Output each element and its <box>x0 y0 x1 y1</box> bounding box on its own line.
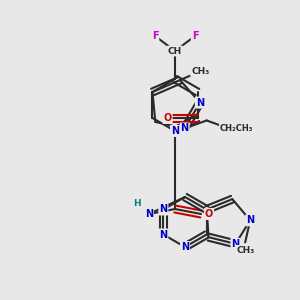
Text: N: N <box>231 239 239 249</box>
Text: F: F <box>152 31 158 41</box>
Text: CH₃: CH₃ <box>191 67 209 76</box>
Text: N: N <box>246 215 254 225</box>
Text: N: N <box>145 209 153 219</box>
Text: O: O <box>164 113 172 123</box>
Text: O: O <box>205 209 213 219</box>
Text: CH₂CH₃: CH₂CH₃ <box>220 124 253 133</box>
Text: N: N <box>181 123 189 134</box>
Text: N: N <box>171 126 179 136</box>
Text: H: H <box>133 200 141 208</box>
Text: CH₃: CH₃ <box>236 246 254 255</box>
Text: N: N <box>181 242 189 252</box>
Text: N: N <box>159 230 167 239</box>
Text: N: N <box>159 205 167 214</box>
Text: CH: CH <box>168 46 182 56</box>
Text: N: N <box>196 98 204 108</box>
Text: F: F <box>192 31 198 41</box>
